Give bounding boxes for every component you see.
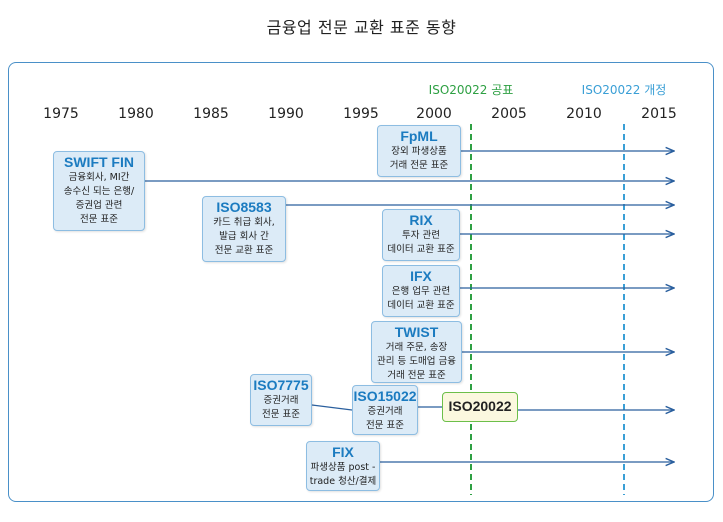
standard-desc: 장외 파생상품 거래 전문 표준 bbox=[389, 146, 449, 171]
standard-name: SWIFT FIN bbox=[64, 154, 134, 170]
standard-box-fpml: FpML 장외 파생상품 거래 전문 표준 bbox=[377, 125, 461, 177]
standard-box-iso7775: ISO7775 증권거래 전문 표준 bbox=[250, 374, 312, 426]
year-label: 2015 bbox=[641, 106, 677, 122]
standard-box-swift-fin: SWIFT FIN 금융회사, MI간 송수신 되는 은행/ 증권업 관련 전문… bbox=[53, 151, 145, 231]
standard-box-rix: RIX 투자 관련 데이터 교환 표준 bbox=[382, 209, 460, 261]
year-label: 1985 bbox=[193, 106, 229, 122]
standard-name: TWIST bbox=[394, 324, 439, 340]
milestone-revised-label: ISO20022 개정 bbox=[581, 83, 667, 97]
year-label: 2005 bbox=[491, 106, 527, 122]
standard-desc: 파생상품 post - trade 청산/결제 bbox=[309, 462, 377, 487]
standard-desc: 거래 주문, 송장 관리 등 도매업 금융 거래 전문 표준 bbox=[377, 342, 456, 381]
year-label: 1980 bbox=[118, 106, 154, 122]
iso20022-box: ISO20022 bbox=[442, 392, 518, 422]
standard-box-twist: TWIST 거래 주문, 송장 관리 등 도매업 금융 거래 전문 표준 bbox=[371, 321, 462, 383]
standard-desc: 증권거래 전문 표준 bbox=[262, 395, 300, 420]
milestone-published-label: ISO20022 공표 bbox=[428, 83, 514, 97]
standard-name: IFX bbox=[410, 268, 432, 284]
standard-box-ifx: IFX 은행 업무 관련 데이터 교환 표준 bbox=[382, 265, 460, 317]
year-label: 1975 bbox=[43, 106, 79, 122]
standard-box-iso8583: ISO8583 카드 취급 회사, 발급 회사 간 전문 교환 표준 bbox=[202, 196, 286, 262]
diagram-title: 금융업 전문 교환 표준 동향 bbox=[266, 18, 457, 37]
standard-desc: 카드 취급 회사, 발급 회사 간 전문 교환 표준 bbox=[213, 217, 275, 256]
standard-desc: 투자 관련 데이터 교환 표준 bbox=[387, 230, 455, 255]
standard-name: ISO8583 bbox=[216, 199, 272, 215]
standard-box-fix: FIX 파생상품 post - trade 청산/결제 bbox=[306, 441, 380, 491]
standard-desc: 은행 업무 관련 데이터 교환 표준 bbox=[387, 286, 455, 311]
standard-name: ISO15022 bbox=[353, 388, 417, 404]
standard-name: ISO7775 bbox=[253, 377, 309, 393]
standard-desc: 금융회사, MI간 송수신 되는 은행/ 증권업 관련 전문 표준 bbox=[63, 172, 135, 225]
year-label: 2000 bbox=[416, 106, 452, 122]
standard-name: RIX bbox=[409, 212, 433, 228]
standard-name: FIX bbox=[332, 444, 354, 460]
standard-desc: 증권거래 전문 표준 bbox=[366, 406, 404, 431]
year-label: 1990 bbox=[268, 106, 304, 122]
year-label: 2010 bbox=[566, 106, 602, 122]
iso7775-connector bbox=[311, 404, 353, 411]
standard-name: FpML bbox=[400, 128, 438, 144]
standard-box-iso15022: ISO15022 증권거래 전문 표준 bbox=[352, 385, 418, 435]
year-label: 1995 bbox=[343, 106, 379, 122]
